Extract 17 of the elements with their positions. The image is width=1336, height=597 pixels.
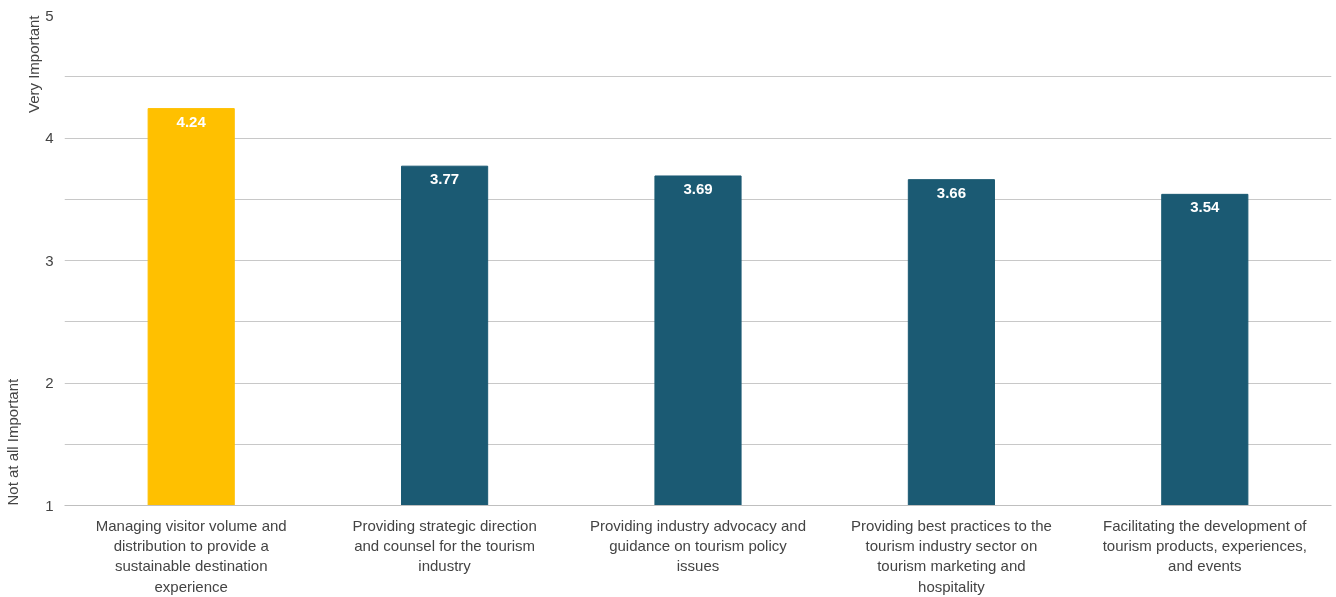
x-tick-label: Managing visitor volume and distribution to provide a sustainable destination experience bbox=[95, 516, 287, 595]
x-tick-label: Providing strategic direction and counsel for the tourism industry bbox=[352, 516, 537, 575]
data-label: 3.54 bbox=[1190, 198, 1221, 216]
text: Not at all Important bbox=[3, 377, 21, 506]
x-tick-label: Providing best practices to the tourism industry sector on tourism marketing and hospitality bbox=[850, 516, 1052, 595]
y-tick-label: 3 bbox=[45, 251, 54, 269]
data-label: 4.24 bbox=[176, 112, 207, 130]
y-tick-label: 2 bbox=[45, 374, 54, 391]
data-label: 3.77 bbox=[430, 170, 460, 188]
data-label: 3.66 bbox=[936, 183, 967, 201]
y-tick-label: 4 bbox=[45, 129, 54, 146]
data-label: 3.69 bbox=[683, 179, 713, 197]
y-tick-label: 5 bbox=[45, 6, 54, 24]
x-tick-label: Facilitating the development of tourism products, experiences, and events bbox=[1102, 516, 1308, 575]
y-tick-label: 1 bbox=[45, 496, 54, 514]
text: Very Important bbox=[24, 14, 42, 114]
x-tick-label: Providing industry advocacy and guidance on tourism policy issues bbox=[590, 516, 806, 575]
